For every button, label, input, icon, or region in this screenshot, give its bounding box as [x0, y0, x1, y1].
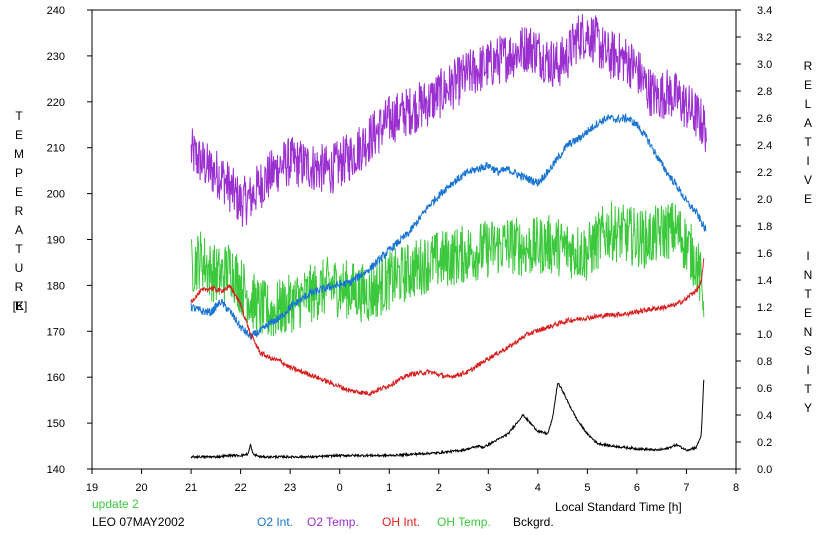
- axis-label-letter: I: [806, 249, 810, 263]
- legend-oh-int: OH Int.: [382, 515, 421, 529]
- y-left-tick-label: 200: [47, 189, 65, 201]
- x-tick-label: 7: [683, 482, 689, 494]
- y-right-tick-label: 0.4: [757, 410, 772, 422]
- series-line-bckgrd: [190, 379, 705, 460]
- y-right-tick-label: 0.2: [757, 437, 772, 449]
- x-tick-label: 5: [584, 482, 590, 494]
- x-tick-label: 2: [436, 482, 442, 494]
- axis-label-letter: [801, 209, 815, 228]
- station-date: LEO 07MAY2002: [92, 515, 185, 529]
- y-axis-left-unit: [K]: [12, 299, 28, 313]
- axis-label-letter: V: [803, 173, 812, 187]
- axis-label-letter: L: [804, 97, 812, 111]
- y-right-tick-label: 1.6: [757, 248, 772, 260]
- x-tick-label: 21: [185, 482, 197, 494]
- x-tick-label: 6: [634, 482, 640, 494]
- series-group: [190, 14, 707, 460]
- axis-label-letter: A: [14, 223, 23, 237]
- axis-label-letter: E: [14, 299, 23, 313]
- axis-label-letter: E: [803, 78, 812, 92]
- x-tick-label: 4: [535, 482, 541, 494]
- axis-label-letter: P: [14, 166, 23, 180]
- y-left-tick-label: 210: [47, 143, 65, 155]
- y-right-tick-label: 2.8: [757, 86, 772, 98]
- axis-label-letter: R: [14, 204, 24, 218]
- axis-label-letter: T: [804, 287, 812, 301]
- x-tick-label: 23: [284, 482, 296, 494]
- y-left-tick-label: 240: [47, 5, 65, 17]
- axis-label-letter: E: [803, 306, 812, 320]
- x-tick-label: 1: [386, 482, 392, 494]
- axis-label-letter: T: [804, 382, 812, 396]
- axis-label-letter: E: [14, 128, 23, 142]
- axis-label-letter: T: [804, 135, 812, 149]
- axis-label-letter: I: [806, 154, 810, 168]
- axis-label-letter: E: [803, 192, 812, 206]
- y-right-tick-label: 1.4: [757, 275, 772, 287]
- axis-label-letter: T: [15, 242, 23, 256]
- y-right-tick-label: 3.4: [757, 5, 772, 17]
- y-left-tick-label: 220: [47, 97, 65, 109]
- y-left-tick-label: 190: [47, 235, 65, 247]
- y-right-tick-label: 1.2: [757, 302, 772, 314]
- axis-label-letter: R: [803, 59, 813, 73]
- axis-label-letter: N: [803, 268, 813, 282]
- axis-label-letter: R: [14, 280, 24, 294]
- axis-label-letter: M: [14, 147, 24, 161]
- y-left-tick-label: 180: [47, 280, 65, 292]
- y-left-tick-label: 160: [47, 372, 65, 384]
- series-line-oh-int: [190, 258, 705, 397]
- x-tick-label: 19: [86, 482, 98, 494]
- series-line-o2-int: [190, 112, 707, 340]
- axis-label-letter: S: [803, 344, 812, 358]
- x-tick-label: 0: [337, 482, 343, 494]
- y-axis-left: 140 150 160 170 180 190 200 210 220 230 240: [47, 5, 92, 476]
- y-right-tick-label: 0.6: [757, 383, 772, 395]
- y-right-tick-label: 0.8: [757, 356, 772, 368]
- y-axis-right: 0.0 0.2 0.4 0.6 0.8 1.0 1.2 1.4 1.6 1.8 2.0 2.2 2.4 2…: [736, 5, 772, 476]
- axis-label-letter: Y: [803, 401, 812, 415]
- y-right-tick-label: 2.4: [757, 140, 772, 152]
- y-left-tick-label: 230: [47, 51, 65, 63]
- x-axis-label: Local Standard Time [h]: [555, 500, 682, 514]
- y-right-tick-label: 2.6: [757, 113, 772, 125]
- legend-bckgrd: Bckgrd.: [513, 515, 554, 529]
- x-tick-label: 20: [135, 482, 147, 494]
- y-right-tick-label: 3.2: [757, 32, 772, 44]
- y-right-tick-label: 0.0: [757, 464, 772, 476]
- y-right-tick-label: 1.0: [757, 329, 772, 341]
- x-tick-label: 8: [733, 482, 739, 494]
- update-note: update 2: [92, 497, 139, 511]
- series-line-o2-temp: [190, 14, 707, 227]
- y-right-tick-label: 2.2: [757, 167, 772, 179]
- x-tick-label: 22: [234, 482, 246, 494]
- x-tick-label: 3: [485, 482, 491, 494]
- y-right-tick-label: 1.8: [757, 221, 772, 233]
- axis-label-letter: E: [14, 185, 23, 199]
- axis-label-letter: T: [15, 109, 23, 123]
- legend-o2-int: O2 Int.: [257, 515, 294, 529]
- y-right-tick-label: 2.0: [757, 194, 772, 206]
- x-axis: 19 20 21 22 23 0 1 2 3 4 5 6 7 8: [86, 469, 739, 494]
- axis-label-letter: A: [803, 116, 812, 130]
- axis-label-letter: [801, 228, 815, 247]
- axis-label-letter: N: [803, 325, 813, 339]
- axis-label-letter: I: [806, 363, 810, 377]
- y-left-tick-label: 150: [47, 418, 65, 430]
- y-left-tick-label: 170: [47, 326, 65, 338]
- legend-o2-temp: O2 Temp.: [307, 515, 359, 529]
- axis-label-letter: U: [14, 261, 24, 275]
- y-right-tick-label: 3.0: [757, 59, 772, 71]
- legend-oh-temp: OH Temp.: [437, 515, 491, 529]
- y-left-tick-label: 140: [47, 464, 65, 476]
